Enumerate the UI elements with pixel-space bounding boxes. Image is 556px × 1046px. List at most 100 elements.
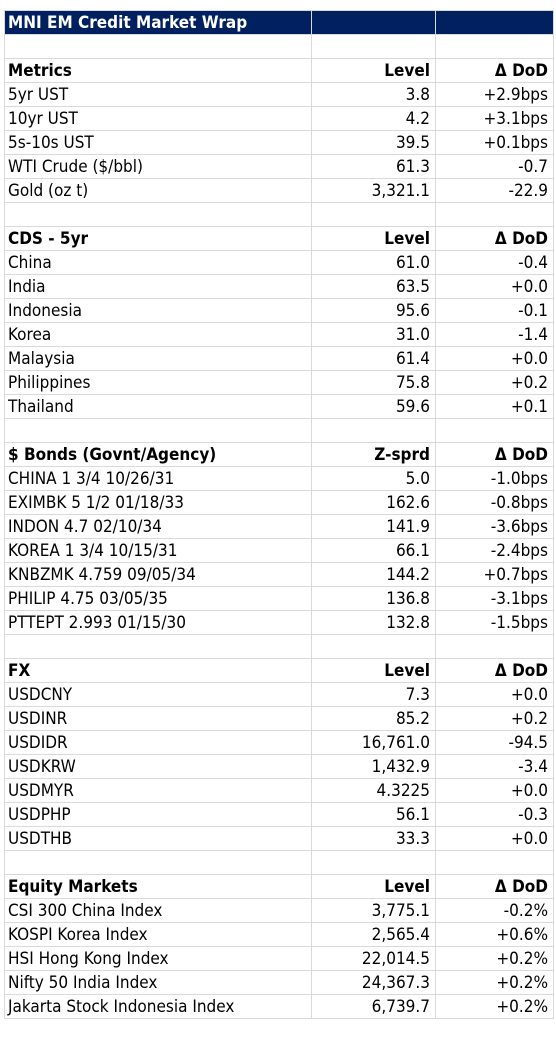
change-cell: +0.2: [435, 706, 554, 731]
table-title: MNI EM Credit Market Wrap: [4, 10, 312, 35]
table-row: USDCNY 7.3 +0.0: [4, 682, 554, 707]
row-label: India: [4, 274, 312, 299]
row-label: PHILIP 4.75 03/05/35: [4, 586, 312, 611]
table-row: CSI 300 China Index 3,775.1 -0.2%: [4, 898, 554, 923]
level-cell: 132.8: [311, 610, 436, 635]
level-cell: 85.2: [311, 706, 436, 731]
row-label: USDMYR: [4, 778, 312, 803]
level-cell: 63.5: [311, 274, 436, 299]
table-row: USDKRW 1,432.9 -3.4: [4, 754, 554, 779]
table-row: Nifty 50 India Index 24,367.3 +0.2%: [4, 970, 554, 995]
table-row: EXIMBK 5 1/2 01/18/33 162.6 -0.8bps: [4, 490, 554, 515]
level-cell: 75.8: [311, 370, 436, 395]
change-cell: +0.1bps: [435, 130, 554, 155]
level-cell: 5.0: [311, 466, 436, 491]
change-cell: +0.2%: [435, 994, 554, 1019]
empty-cell: [311, 850, 436, 875]
section-header-row: $ Bonds (Govnt/Agency) Z-sprd Δ DoD: [4, 442, 554, 467]
section-header-row: CDS - 5yr Level Δ DoD: [4, 226, 554, 251]
row-label: Philippines: [4, 370, 312, 395]
table-row: HSI Hong Kong Index 22,014.5 +0.2%: [4, 946, 554, 971]
column-header: Level: [311, 658, 436, 683]
level-cell: 22,014.5: [311, 946, 436, 971]
section-title: Metrics: [4, 58, 312, 83]
level-cell: 31.0: [311, 322, 436, 347]
row-label: KOREA 1 3/4 10/15/31: [4, 538, 312, 563]
title-filler: [435, 10, 554, 35]
table-row: Jakarta Stock Indonesia Index 6,739.7 +0.2…: [4, 994, 554, 1019]
change-cell: -1.5bps: [435, 610, 554, 635]
table-row: Malaysia 61.4 +0.0: [4, 346, 554, 371]
level-cell: 3,321.1: [311, 178, 436, 203]
title-row: MNI EM Credit Market Wrap: [4, 10, 554, 35]
row-label: Thailand: [4, 394, 312, 419]
level-cell: 2,565.4: [311, 922, 436, 947]
level-cell: 61.3: [311, 154, 436, 179]
section-header-row: FX Level Δ DoD: [4, 658, 554, 683]
row-label: Jakarta Stock Indonesia Index: [4, 994, 312, 1019]
level-cell: 39.5: [311, 130, 436, 155]
level-cell: 1,432.9: [311, 754, 436, 779]
row-label: Indonesia: [4, 298, 312, 323]
column-header: Level: [311, 226, 436, 251]
row-label: PTTEPT 2.993 01/15/30: [4, 610, 312, 635]
row-label: Korea: [4, 322, 312, 347]
table-row: 10yr UST 4.2 +3.1bps: [4, 106, 554, 131]
level-cell: 61.4: [311, 346, 436, 371]
change-cell: -22.9: [435, 178, 554, 203]
empty-cell: [435, 202, 554, 227]
empty-cell: [4, 850, 312, 875]
empty-cell: [311, 202, 436, 227]
change-cell: +0.0: [435, 778, 554, 803]
row-label: USDINR: [4, 706, 312, 731]
change-cell: +0.2%: [435, 946, 554, 971]
row-label: China: [4, 250, 312, 275]
title-filler: [311, 10, 436, 35]
change-cell: -0.3: [435, 802, 554, 827]
spacer-row: [4, 418, 554, 443]
level-cell: 7.3: [311, 682, 436, 707]
empty-cell: [4, 418, 312, 443]
level-cell: 3.8: [311, 82, 436, 107]
change-cell: -94.5: [435, 730, 554, 755]
empty-cell: [435, 34, 554, 59]
row-label: EXIMBK 5 1/2 01/18/33: [4, 490, 312, 515]
change-cell: -0.2%: [435, 898, 554, 923]
row-label: CHINA 1 3/4 10/26/31: [4, 466, 312, 491]
change-cell: -3.4: [435, 754, 554, 779]
row-label: USDIDR: [4, 730, 312, 755]
level-cell: 33.3: [311, 826, 436, 851]
table-row: India 63.5 +0.0: [4, 274, 554, 299]
empty-cell: [435, 418, 554, 443]
level-cell: 144.2: [311, 562, 436, 587]
market-wrap-table: MNI EM Credit Market Wrap Metrics Level Δ …: [4, 10, 554, 1019]
row-label: Gold (oz t): [4, 178, 312, 203]
change-cell: -1.0bps: [435, 466, 554, 491]
row-label: Nifty 50 India Index: [4, 970, 312, 995]
change-cell: -1.4: [435, 322, 554, 347]
row-label: WTI Crude ($/bbl): [4, 154, 312, 179]
row-label: USDPHP: [4, 802, 312, 827]
table-row: Indonesia 95.6 -0.1: [4, 298, 554, 323]
spacer-row: [4, 202, 554, 227]
table-row: WTI Crude ($/bbl) 61.3 -0.7: [4, 154, 554, 179]
change-cell: +0.0: [435, 682, 554, 707]
change-cell: +0.6%: [435, 922, 554, 947]
spacer-row: [4, 634, 554, 659]
section-header-row: Metrics Level Δ DoD: [4, 58, 554, 83]
row-label: INDON 4.7 02/10/34: [4, 514, 312, 539]
change-cell: +2.9bps: [435, 82, 554, 107]
change-cell: +0.1: [435, 394, 554, 419]
level-cell: 95.6: [311, 298, 436, 323]
table-row: INDON 4.7 02/10/34 141.9 -3.6bps: [4, 514, 554, 539]
section-title: FX: [4, 658, 312, 683]
table-row: Korea 31.0 -1.4: [4, 322, 554, 347]
spacer-row: [4, 850, 554, 875]
empty-cell: [4, 34, 312, 59]
table-row: USDPHP 56.1 -0.3: [4, 802, 554, 827]
table-row: Gold (oz t) 3,321.1 -22.9: [4, 178, 554, 203]
row-label: KOSPI Korea Index: [4, 922, 312, 947]
column-header: Level: [311, 58, 436, 83]
level-cell: 24,367.3: [311, 970, 436, 995]
level-cell: 136.8: [311, 586, 436, 611]
